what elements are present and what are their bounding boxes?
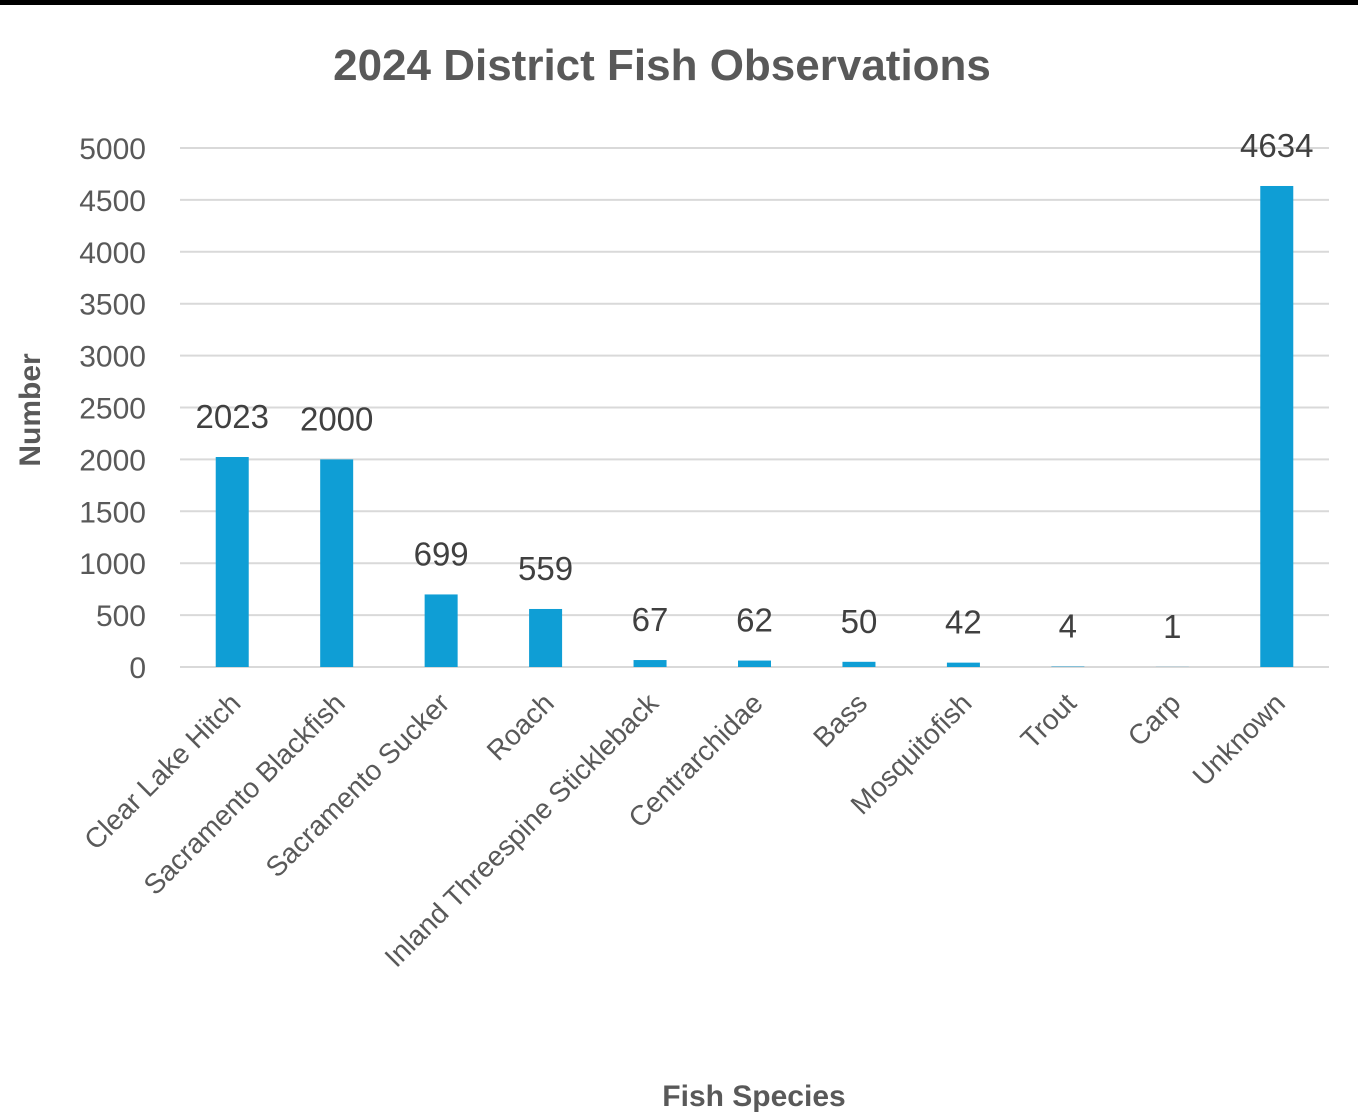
gridlines [180, 147, 1329, 668]
chart-title: 2024 District Fish Observations [333, 41, 991, 90]
data-label: 2023 [196, 398, 269, 435]
y-tick-label: 4000 [79, 237, 146, 270]
top-border [0, 0, 1358, 5]
data-label: 4634 [1240, 127, 1313, 164]
bar [842, 661, 876, 667]
x-axis-title: Fish Species [662, 1080, 845, 1113]
bar [320, 459, 354, 667]
data-label: 42 [945, 604, 982, 641]
y-tick-label: 3000 [79, 341, 146, 374]
y-tick-label: 2000 [79, 444, 146, 477]
y-tick-label: 4500 [79, 185, 146, 218]
y-tick-label: 5000 [79, 133, 146, 166]
bar [529, 608, 563, 667]
category-label: Trout [1015, 687, 1083, 755]
data-labels: 2023 2000 699 559 67 62 50 42 4 1 4634 [196, 127, 1314, 645]
category-label: Carp [1122, 687, 1187, 752]
y-tick-label: 0 [129, 652, 146, 685]
bars [215, 185, 1294, 668]
bar [946, 662, 980, 667]
bar [424, 594, 458, 667]
y-tick-label: 1500 [79, 496, 146, 529]
y-tick-label: 3500 [79, 289, 146, 322]
data-label: 1 [1163, 608, 1181, 645]
y-tick-label: 500 [96, 600, 146, 633]
y-tick-label: 2500 [79, 393, 146, 426]
data-label: 67 [632, 601, 669, 638]
y-tick-labels: 0 500 1000 1500 2000 2500 3000 3500 4000 4500 5000 [79, 133, 146, 685]
category-label: Unknown [1187, 687, 1291, 791]
data-label: 50 [841, 603, 878, 640]
bar [1260, 185, 1294, 668]
category-label: Sacramento Sucker [260, 687, 456, 883]
category-label: Sacramento Blackfish [138, 687, 351, 900]
y-tick-label: 1000 [79, 548, 146, 581]
bar [215, 457, 249, 667]
data-label: 4 [1059, 608, 1077, 645]
category-label: Bass [807, 687, 873, 753]
data-label: 559 [518, 550, 573, 587]
data-label: 62 [736, 602, 773, 639]
category-label: Roach [481, 687, 560, 766]
data-label: 2000 [300, 400, 373, 437]
bar [738, 660, 771, 667]
bar [633, 660, 667, 667]
data-label: 699 [414, 535, 469, 572]
y-axis-title: Number [14, 353, 47, 467]
